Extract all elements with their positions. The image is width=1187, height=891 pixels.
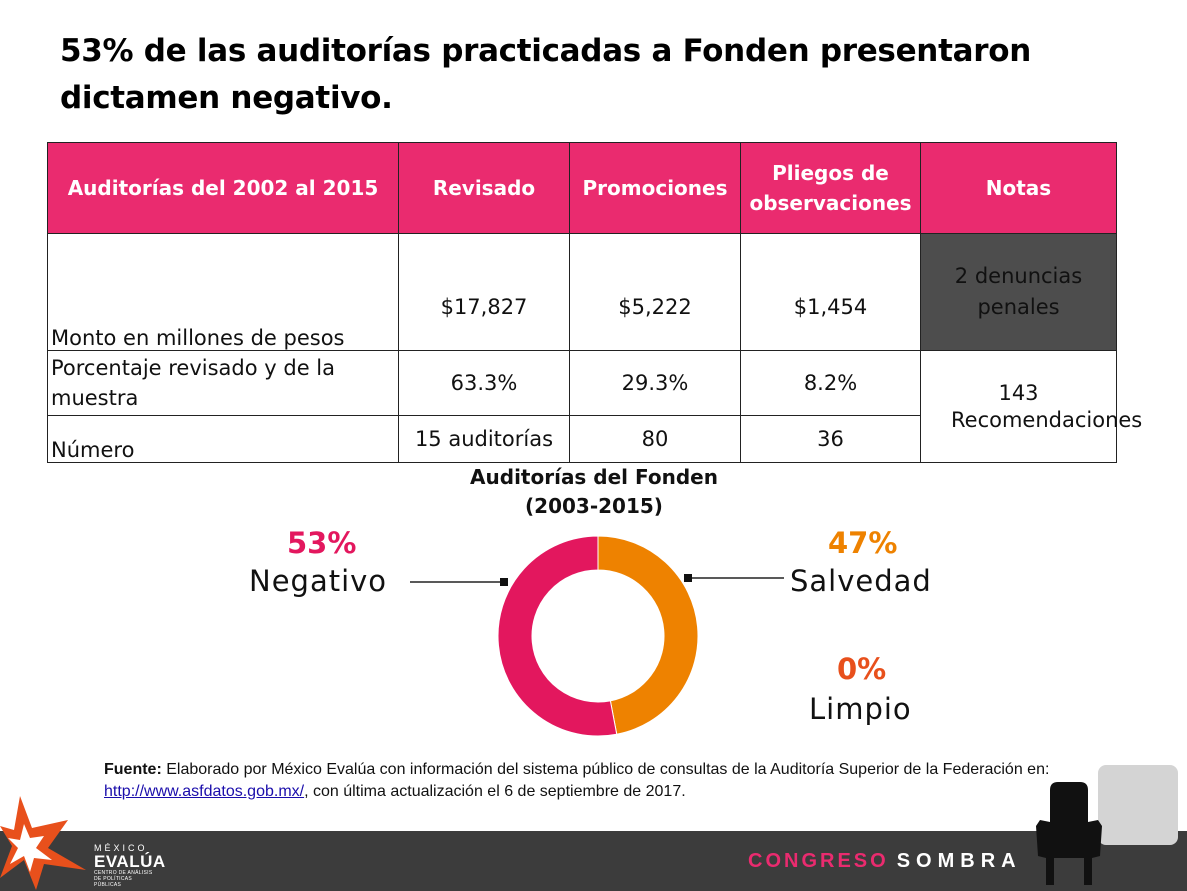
cell-promociones-numero: 80	[569, 415, 741, 463]
footer-bar	[0, 831, 1187, 891]
row-label-monto: Monto en millones de pesos	[47, 233, 399, 351]
header-revisado: Revisado	[398, 142, 570, 234]
negativo-label: Negativo	[249, 564, 388, 598]
table-header-row: Auditorías del 2002 al 2015 Revisado Pro…	[47, 142, 1117, 234]
source-text: Elaborado por México Evalúa con informac…	[161, 761, 1050, 778]
header-pliegos: Pliegos de observaciones	[740, 142, 921, 234]
chair-icon	[1036, 765, 1178, 885]
mexico-evalua-star-logo	[0, 796, 86, 890]
mexico-evalua-brand: MÉXICO EVALÚA CENTRO DE ANÁLISIS DE POLÍ…	[94, 843, 166, 888]
chart-title: Auditorías del Fonden (2003-2015)	[394, 463, 794, 521]
note-denuncias: 2 denuncias penales	[920, 233, 1117, 351]
brand-evalua: EVALÚA	[94, 852, 166, 871]
cell-promociones-porcentaje: 29.3%	[569, 350, 741, 416]
table-row: Porcentaje revisado y de la muestra 63.3…	[47, 350, 1142, 463]
source-note: Fuente: Elaborado por México Evalúa con …	[104, 759, 1064, 803]
salvedad-leader-marker	[684, 574, 692, 582]
table-row: Número 15 auditorías 80 36	[47, 415, 1117, 463]
congreso-sombra-logo: CONGRESO SOMBRA	[748, 849, 1022, 873]
negativo-leader-marker	[500, 578, 508, 586]
brand-mexico: MÉXICO	[94, 843, 148, 853]
audits-table: Auditorías del 2002 al 2015 Revisado Pro…	[47, 142, 1142, 463]
limpio-label: Limpio	[809, 692, 912, 726]
salvedad-label: Salvedad	[790, 564, 932, 598]
chart-subtitle: (2003-2015)	[525, 494, 663, 518]
cell-revisado-monto: $17,827	[398, 233, 570, 351]
cell-promociones-monto: $5,222	[569, 233, 741, 351]
cell-revisado-numero: 15 auditorías	[398, 415, 570, 463]
header-notas: Notas	[920, 142, 1117, 234]
source-text-end: , con última actualización el 6 de septi…	[304, 783, 686, 800]
donut-slice-negativo	[497, 535, 618, 737]
negativo-percent: 53%	[287, 526, 357, 560]
page-title: 53% de las auditorías practicadas a Fond…	[60, 33, 1031, 116]
row-label-numero: Número	[47, 415, 399, 463]
note-recomendaciones: 143 Recomendaciones	[920, 350, 1142, 463]
table-row: Monto en millones de pesos $17,827 $5,22…	[47, 233, 1117, 351]
limpio-percent: 0%	[837, 652, 887, 686]
row-label-porcentaje: Porcentaje revisado y de la muestra	[47, 350, 399, 416]
brand-subtitle: CENTRO DE ANÁLISIS DE POLÍTICAS PÚBLICAS	[94, 870, 153, 888]
sombra-text: SOMBRA	[896, 850, 1022, 872]
salvedad-percent: 47%	[828, 526, 898, 560]
header-auditorias: Auditorías del 2002 al 2015	[47, 142, 399, 234]
source-link[interactable]: http://www.asfdatos.gob.mx/	[104, 783, 305, 800]
source-label: Fuente:	[104, 761, 162, 778]
chart-title-text: Auditorías del Fonden	[470, 465, 718, 489]
donut-slice-salvedad	[597, 535, 699, 735]
cell-pliegos-numero: 36	[740, 415, 921, 463]
congreso-text: CONGRESO	[748, 850, 889, 872]
cell-revisado-porcentaje: 63.3%	[398, 350, 570, 416]
